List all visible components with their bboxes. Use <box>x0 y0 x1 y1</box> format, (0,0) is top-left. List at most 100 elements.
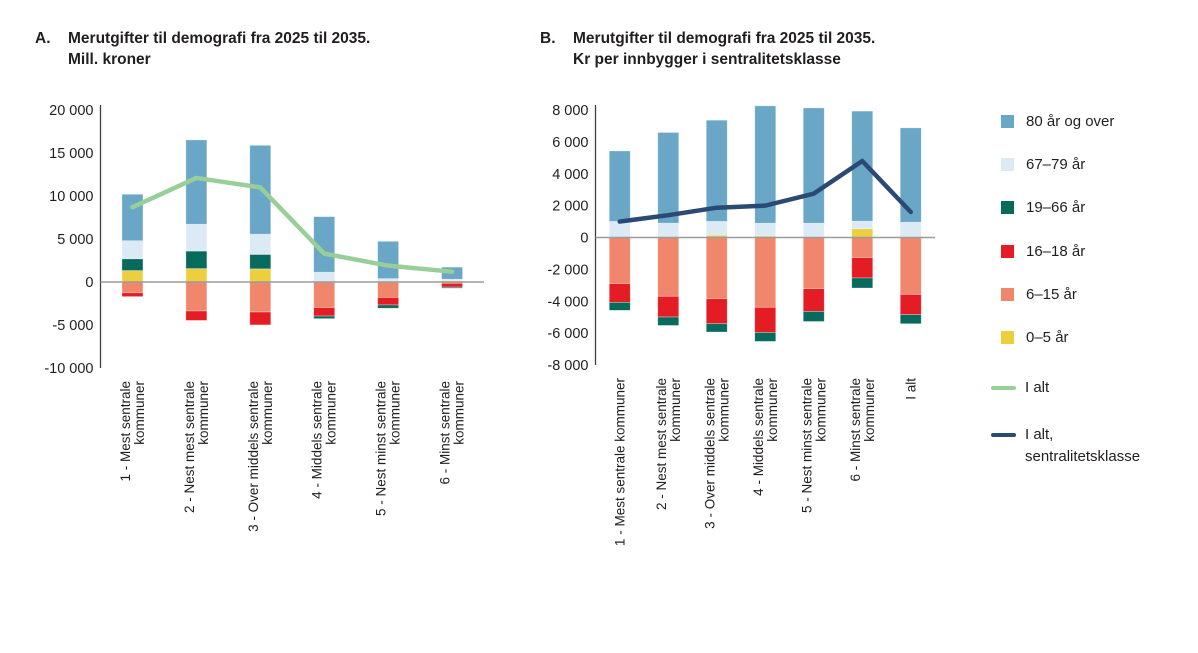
x-category-label: 3 - Over middels sentrale <box>246 381 261 532</box>
x-category-label: 1 - Mest sentrale <box>118 381 133 482</box>
x-category-label: 2 - Nest mest sentrale <box>654 378 669 510</box>
bar-segment <box>802 311 825 322</box>
legend-item: I alt <box>985 377 1049 399</box>
x-category-label: kommuner <box>324 381 339 445</box>
y-tick-label: 8 000 <box>552 103 588 119</box>
panel-b-title-text: Merutgifter til demografi fra 2025 til 2… <box>573 30 876 68</box>
bar-segment <box>754 222 777 237</box>
bar-segment <box>249 233 272 255</box>
x-category-label: 1 - Mest sentrale kommuner <box>612 378 627 547</box>
y-tick-label: 6 000 <box>552 135 588 151</box>
legend-item: 16–18 år <box>985 241 1085 263</box>
legend-item: 19–66 år <box>985 197 1085 219</box>
x-category-label: I alt <box>903 378 918 400</box>
bar-segment <box>851 277 874 289</box>
bar-segment <box>657 222 680 238</box>
panel-a-letter: A. <box>35 30 51 47</box>
x-category-label: 3 - Over middels sentrale <box>702 378 717 529</box>
legend-item: 0–5 år <box>985 327 1069 349</box>
bar-segment <box>851 220 874 230</box>
y-tick-label: -4 000 <box>547 294 588 310</box>
legend-swatch-box <box>1001 288 1014 301</box>
bar-segment <box>608 237 631 284</box>
bar-segment <box>802 288 825 312</box>
bar-segment <box>249 311 272 326</box>
legend-label: 0–5 år <box>1026 329 1069 346</box>
bar-segment <box>851 228 874 238</box>
legend-swatch-box <box>1001 158 1014 171</box>
bar-segment <box>657 295 680 318</box>
x-category-label: kommuner <box>132 381 147 445</box>
y-tick-label: 15 000 <box>49 146 93 162</box>
bar-segment <box>754 105 777 224</box>
legend-item: 67–79 år <box>985 154 1085 176</box>
bar-segment <box>899 294 922 315</box>
bar-segment <box>899 314 922 325</box>
x-category-label: kommuner <box>765 378 780 442</box>
x-category-label: kommuner <box>260 381 275 445</box>
total-line <box>130 175 455 274</box>
y-tick-label: -2 000 <box>547 262 588 278</box>
bar-segment <box>705 221 728 236</box>
bar-segment <box>313 315 336 319</box>
legend-swatch-line <box>991 433 1016 437</box>
x-category-label: kommuner <box>452 381 467 445</box>
bar-segment <box>899 127 922 223</box>
bar-segment <box>754 332 777 342</box>
legend-swatch-box <box>1001 245 1014 258</box>
bar-segment <box>802 107 825 224</box>
x-category-label: kommuner <box>388 381 403 445</box>
y-tick-label: 5 000 <box>57 232 93 248</box>
bar-segment <box>608 283 631 303</box>
bar-segment <box>705 298 728 325</box>
y-tick-label: 0 <box>85 275 93 291</box>
bar-segment <box>705 119 728 222</box>
x-category-label: 6 - Minst sentrale <box>438 381 453 485</box>
x-category-label: 4 - Middels sentrale <box>751 378 766 496</box>
bar-segment <box>705 323 728 333</box>
y-tick-label: -5 000 <box>52 318 93 334</box>
x-category-label: kommuner <box>196 381 211 445</box>
bar-segment <box>377 240 399 279</box>
legend-swatch-box <box>1001 331 1014 344</box>
legend-label: 6–15 år <box>1026 286 1077 303</box>
bar-segment <box>657 316 680 326</box>
panel-a-title: A. Merutgifter til demografi fra 2025 ti… <box>35 28 370 70</box>
total-line <box>617 158 913 224</box>
y-tick-label: 4 000 <box>552 167 588 183</box>
x-category-label: kommuner <box>862 378 877 442</box>
x-category-label: 2 - Nest mest sentrale <box>182 381 197 513</box>
legend-item: 6–15 år <box>985 284 1077 306</box>
legend-label: 67–79 år <box>1026 156 1086 173</box>
bar-segment <box>851 257 874 279</box>
legend-swatch-box <box>1001 115 1014 128</box>
y-tick-label: -10 000 <box>44 361 93 377</box>
panel-b-letter: B. <box>540 30 556 47</box>
bar-segment <box>121 292 144 297</box>
legend-label: I alt <box>1025 379 1050 396</box>
bar-segment <box>754 306 777 333</box>
bar-segment <box>802 237 825 290</box>
bar-segment <box>608 302 631 311</box>
x-category-label: kommuner <box>668 378 683 442</box>
panel-a-title-text: Merutgifter til demografi fra 2025 til 2… <box>68 30 371 68</box>
legend-swatch-box <box>1001 201 1014 214</box>
bar-segment <box>608 221 631 238</box>
y-tick-label: 20 000 <box>49 103 93 119</box>
x-category-label: kommuner <box>716 378 731 442</box>
y-tick-label: 0 <box>580 231 588 247</box>
bar-segment <box>899 221 922 238</box>
x-category-label: 5 - Nest minst sentrale <box>374 381 389 516</box>
bar-segment <box>754 237 777 308</box>
bar-segment <box>377 304 399 309</box>
x-category-label: 4 - Middels sentrale <box>310 381 325 499</box>
legend-label: 80 år og over <box>1026 113 1115 130</box>
bar-segment <box>851 237 874 258</box>
bar-segment <box>441 286 463 289</box>
legend-swatch-line <box>991 386 1016 390</box>
legend-item: I alt, sentralitetsklasse <box>985 424 1140 468</box>
bar-segment <box>802 222 825 238</box>
bar-segment <box>608 150 631 222</box>
bar-segment <box>899 237 922 295</box>
